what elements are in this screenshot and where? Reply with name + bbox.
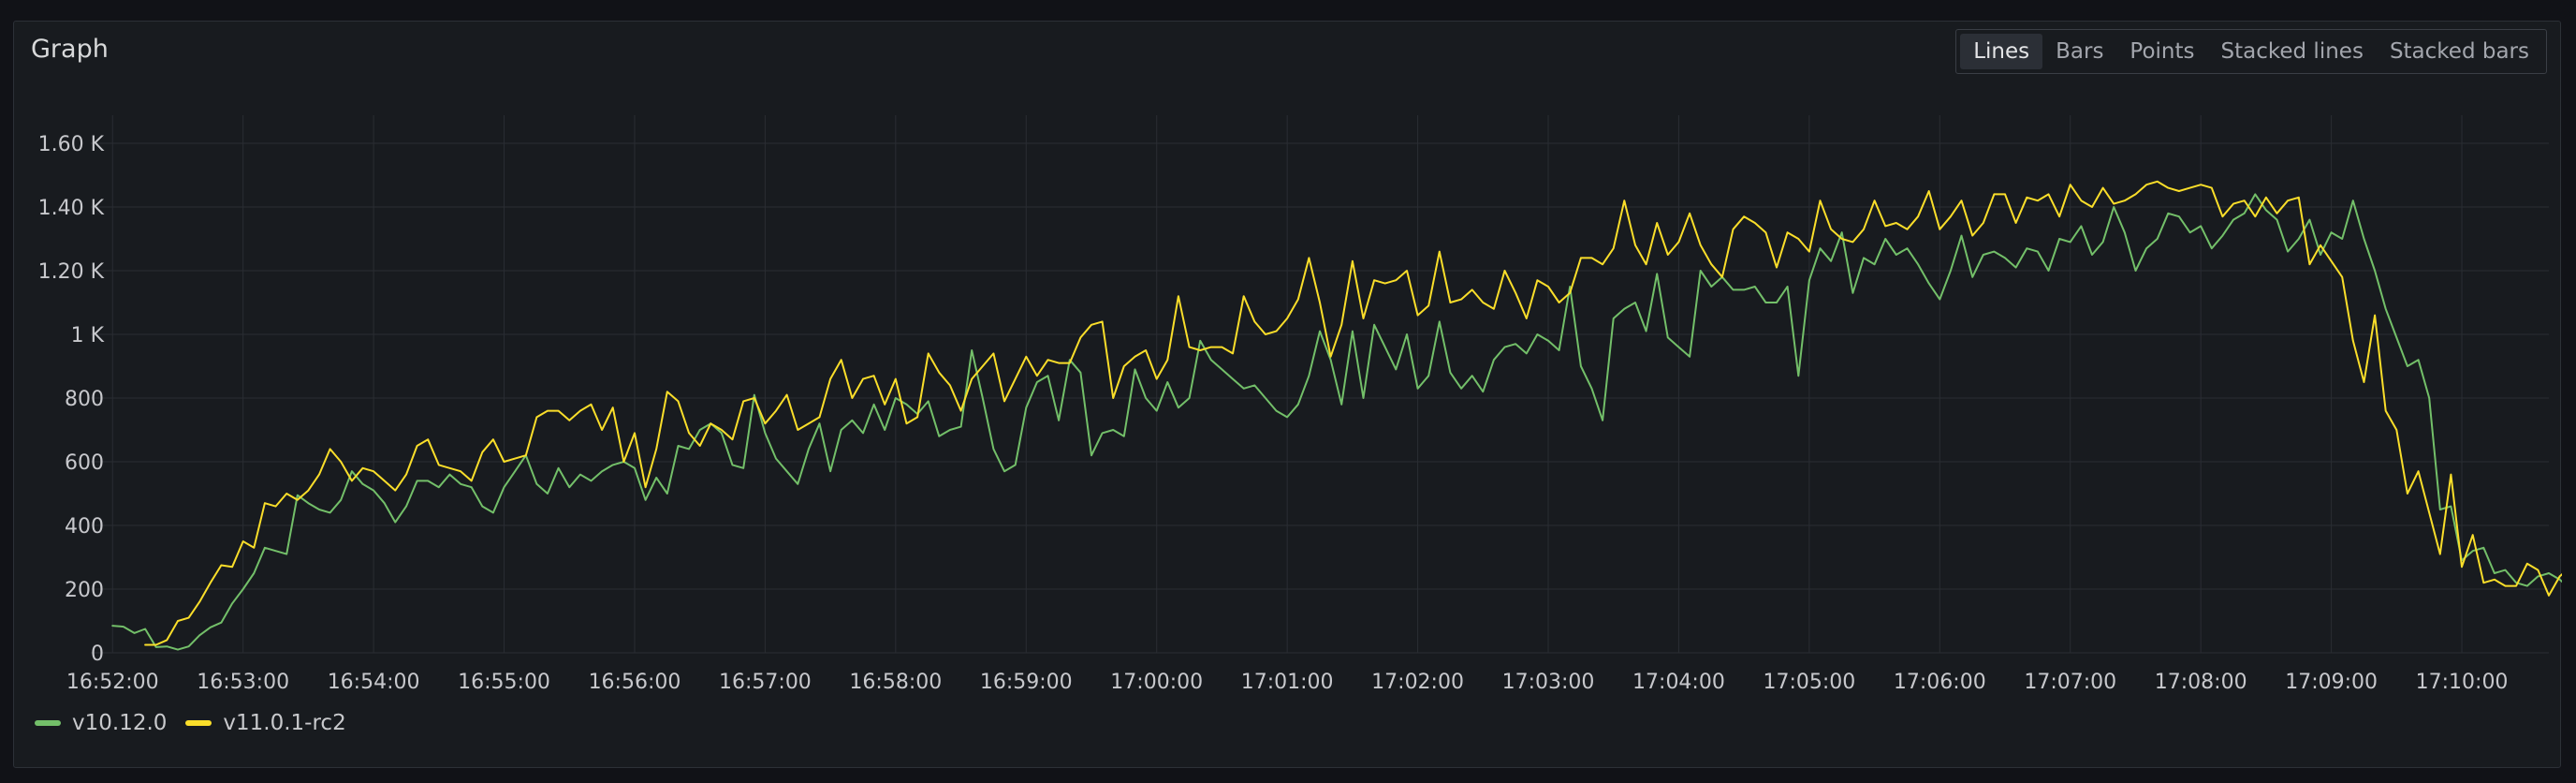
y-axis: 0 200 400 600 800 1 K 1.20 K 1.40 K 1.60 K [38, 133, 105, 666]
x-tick-label: 17:03:00 [1502, 671, 1595, 694]
view-mode-toggle: Lines Bars Points Stacked lines Stacked bars [1955, 29, 2547, 74]
legend-label: v11.0.1-rc2 [223, 711, 346, 735]
y-tick-label: 0 [91, 643, 104, 666]
x-tick-label: 17:09:00 [2285, 671, 2378, 694]
series-lines [111, 180, 2562, 651]
x-tick-label: 17:05:00 [1763, 671, 1855, 694]
y-tick-label: 1.40 K [38, 197, 105, 220]
y-tick-label: 800 [65, 388, 104, 411]
x-axis: 16:52:00 16:53:00 16:54:00 16:55:00 16:56:00… [66, 671, 2509, 694]
y-tick-label: 1.20 K [38, 260, 105, 284]
view-mode-stacked-bars[interactable]: Stacked bars [2377, 34, 2542, 69]
view-mode-lines[interactable]: Lines [1960, 34, 2043, 69]
panel-title: Graph [31, 35, 109, 64]
y-tick-label: 1.60 K [38, 133, 105, 156]
x-tick-label: 17:02:00 [1371, 671, 1464, 694]
x-tick-label: 16:55:00 [458, 671, 550, 694]
x-tick-label: 17:04:00 [1632, 671, 1725, 694]
legend-item[interactable]: v10.12.0 [35, 711, 167, 735]
y-tick-label: 200 [65, 579, 104, 602]
y-tick-label: 400 [65, 515, 104, 539]
x-tick-label: 16:59:00 [980, 671, 1073, 694]
legend-swatch [185, 720, 212, 726]
line-chart: 0 200 400 600 800 1 K 1.20 K 1.40 K 1.60 K 16:52… [38, 115, 2562, 694]
graph-panel: Graph Lines Bars Points Stacked lines Stacke… [13, 21, 2562, 768]
x-tick-label: 17:01:00 [1241, 671, 1334, 694]
x-tick-label: 16:54:00 [328, 671, 420, 694]
legend: v10.12.0 v11.0.1-rc2 [35, 711, 365, 735]
x-tick-label: 17:10:00 [2416, 671, 2509, 694]
legend-item[interactable]: v11.0.1-rc2 [185, 711, 346, 735]
y-tick-label: 1 K [71, 324, 105, 347]
x-tick-label: 16:56:00 [589, 671, 681, 694]
x-tick-label: 17:07:00 [2024, 671, 2116, 694]
x-tick-label: 16:57:00 [719, 671, 812, 694]
x-tick-label: 16:58:00 [849, 671, 942, 694]
view-mode-bars[interactable]: Bars [2042, 34, 2116, 69]
y-tick-label: 600 [65, 451, 104, 475]
x-tick-label: 17:08:00 [2155, 671, 2247, 694]
grid [91, 115, 2549, 654]
view-mode-points[interactable]: Points [2116, 34, 2207, 69]
x-tick-label: 16:53:00 [197, 671, 289, 694]
series-line-v11-0-1-rc2 [144, 180, 2562, 646]
series-line-v10-12-0 [111, 193, 2562, 651]
legend-label: v10.12.0 [72, 711, 168, 735]
x-tick-label: 16:52:00 [66, 671, 159, 694]
x-tick-label: 17:00:00 [1110, 671, 1203, 694]
legend-swatch [35, 720, 61, 726]
view-mode-stacked-lines[interactable]: Stacked lines [2208, 34, 2377, 69]
x-tick-label: 17:06:00 [1894, 671, 1986, 694]
